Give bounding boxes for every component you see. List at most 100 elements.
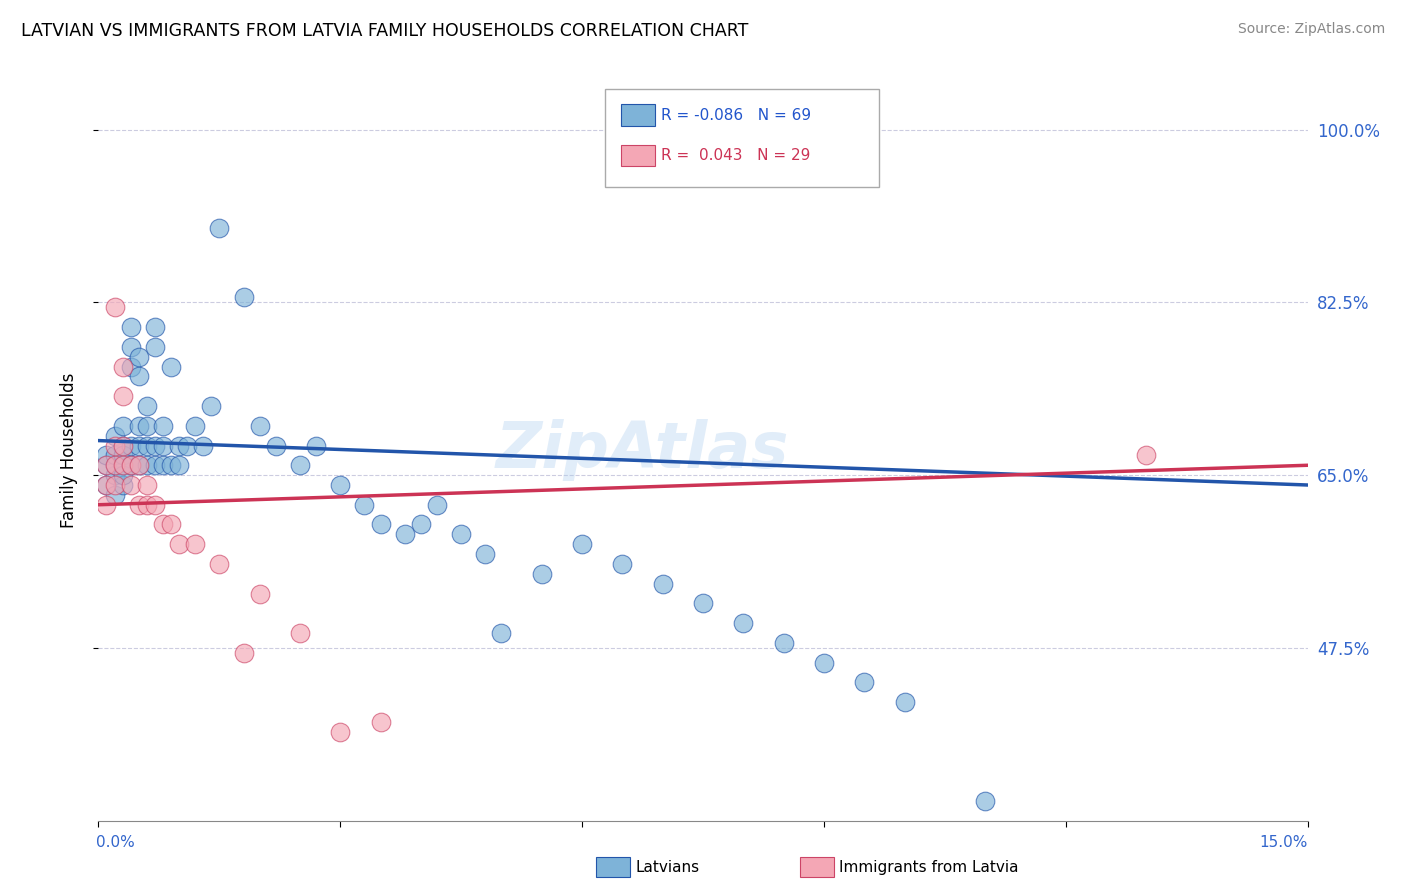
Point [128,458,150,473]
Point [96,458,118,473]
Point [111,478,134,492]
Point [1135,449,1157,463]
Point [160,359,183,374]
Point [111,468,134,483]
Point [135,399,157,413]
Point [450,527,472,541]
Point [143,320,166,334]
Point [370,714,392,729]
Point [893,695,915,709]
Point [103,438,125,452]
Point [111,359,134,374]
Point [176,438,198,452]
Point [128,418,150,433]
Point [305,438,328,452]
Text: 0.0%: 0.0% [96,836,135,850]
Point [103,449,125,463]
Point [143,340,166,354]
Point [135,418,157,433]
Point [103,458,125,473]
Point [135,498,157,512]
Point [103,301,125,315]
Point [135,438,157,452]
Point [135,478,157,492]
Point [329,478,352,492]
Point [152,458,174,473]
Point [111,458,134,473]
Point [135,458,157,473]
Point [167,537,190,551]
Point [232,646,254,660]
Point [167,458,190,473]
Y-axis label: Family Households: Family Households [59,373,77,528]
Point [120,340,142,354]
Point [208,557,231,571]
Point [120,438,142,452]
Point [353,498,375,512]
Point [96,458,118,473]
Point [103,478,125,492]
Point [329,724,352,739]
Point [152,418,174,433]
Point [288,458,311,473]
Point [288,626,311,640]
Point [143,498,166,512]
Point [772,636,794,650]
Point [160,458,183,473]
Point [474,547,496,561]
Point [96,498,118,512]
Point [184,418,207,433]
Point [128,369,150,384]
Point [249,418,271,433]
Point [103,488,125,502]
Text: ZipAtlas: ZipAtlas [496,419,789,482]
Point [692,597,714,611]
Point [651,576,673,591]
Point [96,478,118,492]
Point [120,458,142,473]
Point [111,389,134,403]
Point [193,438,215,452]
Point [128,498,150,512]
Text: Immigrants from Latvia: Immigrants from Latvia [839,860,1019,874]
Point [160,517,183,532]
Text: Latvians: Latvians [636,860,700,874]
Point [111,438,134,452]
Text: LATVIAN VS IMMIGRANTS FROM LATVIA FAMILY HOUSEHOLDS CORRELATION CHART: LATVIAN VS IMMIGRANTS FROM LATVIA FAMILY… [21,22,748,40]
Point [143,458,166,473]
Point [103,458,125,473]
Text: Source: ZipAtlas.com: Source: ZipAtlas.com [1237,22,1385,37]
Point [409,517,432,532]
Point [264,438,287,452]
Point [394,527,416,541]
Point [120,359,142,374]
Point [426,498,449,512]
Point [128,350,150,364]
Point [370,517,392,532]
Point [853,675,876,690]
Point [200,399,222,413]
Point [96,478,118,492]
Point [232,290,254,304]
Point [249,586,271,600]
Point [120,458,142,473]
Point [208,221,231,235]
Point [128,458,150,473]
Point [111,438,134,452]
Point [103,428,125,442]
Point [571,537,593,551]
Point [111,418,134,433]
Point [120,320,142,334]
Point [733,616,755,631]
Point [813,656,835,670]
Point [152,517,174,532]
Point [96,449,118,463]
Point [167,438,190,452]
Point [103,468,125,483]
Point [120,478,142,492]
Point [111,458,134,473]
Point [974,794,997,808]
Text: 15.0%: 15.0% [1260,836,1308,850]
Point [491,626,513,640]
Point [143,438,166,452]
